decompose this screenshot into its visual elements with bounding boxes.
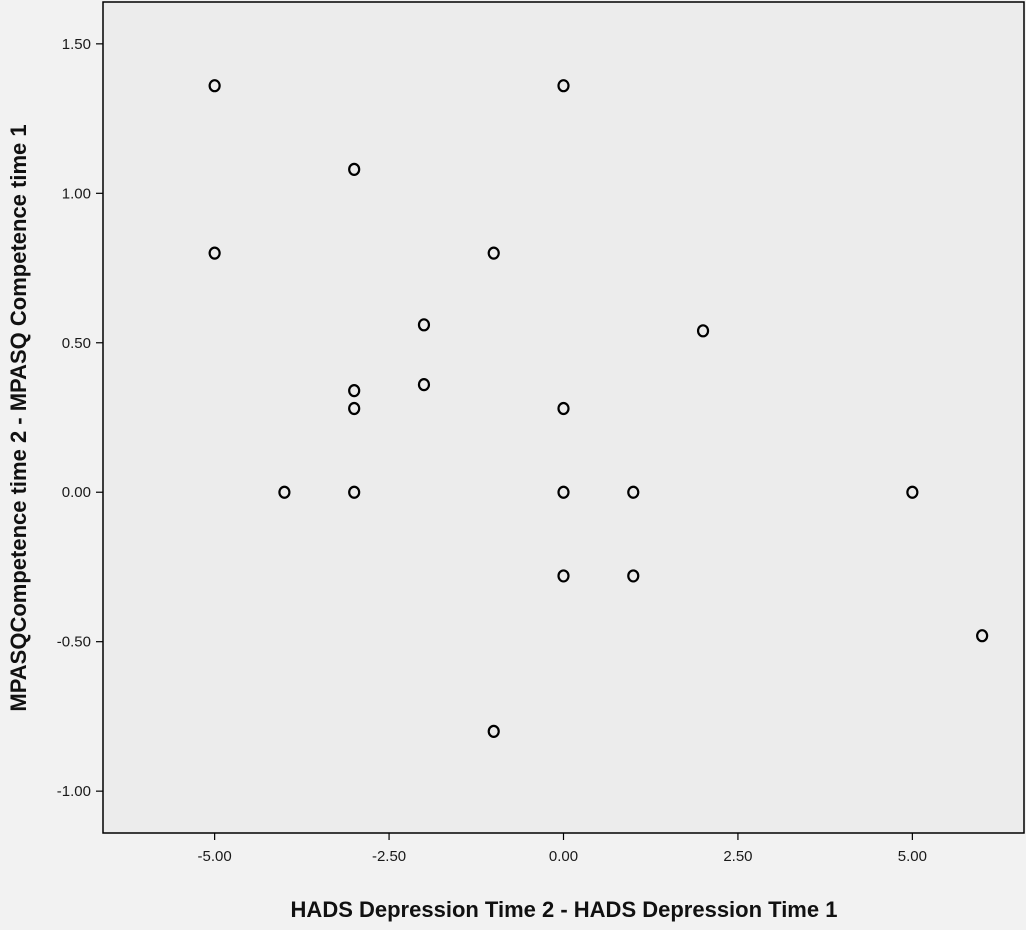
scatter-point xyxy=(348,485,361,499)
scatter-point xyxy=(906,485,919,499)
y-axis-ticks: -1.00 -0.50 0.00 0.50 1.00 1.50 xyxy=(57,36,103,800)
scatter-point xyxy=(417,378,431,392)
x-tick-label: 0.00 xyxy=(549,848,578,865)
scatter-point xyxy=(627,569,640,583)
scatter-point xyxy=(348,383,361,398)
scatter-point xyxy=(557,485,570,499)
y-axis-title: MPASQCompetence time 2 - MPASQ Competenc… xyxy=(6,124,31,711)
y-tick-label: 1.00 xyxy=(62,185,91,202)
y-tick-label: 1.50 xyxy=(62,36,91,53)
scatter-point xyxy=(557,569,570,583)
scatter-point xyxy=(557,79,570,93)
x-tick-label: 5.00 xyxy=(898,848,927,865)
scatter-point xyxy=(348,162,361,176)
scatter-point xyxy=(348,401,361,416)
scatter-point xyxy=(627,485,640,499)
y-tick-label: -1.00 xyxy=(57,783,91,800)
scatter-point xyxy=(487,246,500,260)
x-tick-label: 2.50 xyxy=(723,848,752,865)
y-tick-label: 0.00 xyxy=(62,484,91,501)
y-tick-label: -0.50 xyxy=(57,634,91,651)
x-tick-label: -2.50 xyxy=(372,848,406,865)
scatter-point xyxy=(278,485,291,499)
x-axis-ticks: -5.00 -2.50 0.00 2.50 5.00 xyxy=(198,833,927,865)
x-axis-title: HADS Depression Time 2 - HADS Depression… xyxy=(291,897,838,922)
y-tick-label: 0.50 xyxy=(62,335,91,352)
scatter-point xyxy=(208,79,221,93)
scatter-point xyxy=(557,401,570,416)
scatter-point xyxy=(208,246,221,260)
data-points xyxy=(208,79,989,738)
plot-area xyxy=(102,1,1025,834)
scatter-point xyxy=(696,324,710,338)
scatter-point xyxy=(417,318,431,332)
scatter-point xyxy=(976,629,989,643)
x-tick-label: -5.00 xyxy=(198,848,232,865)
scatter-point xyxy=(487,724,500,738)
